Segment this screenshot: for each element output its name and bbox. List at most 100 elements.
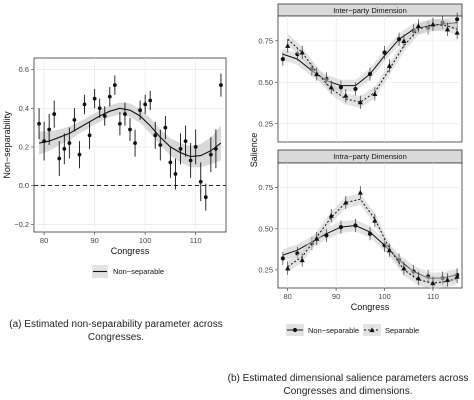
data-point-triangle <box>415 275 422 281</box>
data-point-triangle <box>299 257 305 263</box>
data-point <box>178 146 183 151</box>
y-axis-label: Salience <box>249 133 259 168</box>
data-point-triangle <box>343 199 349 205</box>
y-tick-label: 0.6 <box>19 65 29 74</box>
data-point-circle <box>455 17 460 22</box>
data-point-triangle <box>343 92 349 98</box>
data-point-triangle <box>454 29 460 35</box>
data-point-triangle <box>386 63 392 68</box>
x-tick-label: 90 <box>90 236 98 245</box>
legend-label: Non−separable <box>308 326 359 335</box>
data-point <box>168 160 173 165</box>
data-point-triangle <box>444 26 451 32</box>
data-point <box>92 96 97 101</box>
data-point <box>87 133 92 138</box>
y-tick-label: −0.2 <box>14 220 29 229</box>
series-band <box>287 18 458 108</box>
y-tick-label: 0.4 <box>19 104 29 113</box>
data-point <box>213 146 218 151</box>
data-point-triangle <box>430 280 436 286</box>
data-point <box>158 143 163 147</box>
data-point <box>117 121 122 126</box>
data-point-triangle <box>328 84 334 90</box>
y-tick-label: 0.75 <box>258 36 273 45</box>
data-point <box>82 102 87 107</box>
data-point <box>188 158 193 163</box>
data-point <box>193 145 198 149</box>
data-point-triangle <box>285 265 291 271</box>
panel-inter-party: Inter−party Dimension 0.25 0.50 0.75 <box>258 3 463 143</box>
panel-intra-party: Intra−party Dimension 0.25 0.50 0.75 80 90 100… <box>258 149 463 301</box>
data-point <box>203 195 208 200</box>
y-tick-label: 0.75 <box>258 183 273 192</box>
x-tick-label: 90 <box>332 292 340 301</box>
data-point-circle <box>338 225 344 230</box>
data-point <box>138 108 143 113</box>
data-point-triangle <box>401 38 407 43</box>
data-point <box>57 156 62 161</box>
data-point-triangle <box>430 21 436 27</box>
legend-label: Non−separable <box>113 267 164 276</box>
smooth-band <box>39 102 221 168</box>
data-point <box>112 83 117 87</box>
data-point <box>183 139 188 144</box>
x-tick-label: 110 <box>190 236 202 245</box>
data-point-triangle <box>285 43 291 48</box>
data-point <box>102 114 107 118</box>
data-point-triangle <box>386 247 392 253</box>
y-tick-label: 0.0 <box>19 181 29 190</box>
data-point-circle <box>324 233 329 238</box>
data-point-triangle <box>372 217 378 223</box>
data-point-triangle <box>372 91 378 97</box>
y-tick-label: 0.25 <box>258 119 273 128</box>
data-point-triangle <box>314 71 320 77</box>
data-point <box>208 152 213 157</box>
data-point <box>148 98 153 103</box>
data-point-triangle <box>328 213 334 218</box>
data-point <box>62 146 67 151</box>
data-point-circle <box>367 231 373 236</box>
x-axis-label: Congress <box>351 302 390 312</box>
facet-strip-label: Intra−party Dimension <box>333 152 407 161</box>
data-point <box>198 179 203 184</box>
data-point <box>72 117 77 122</box>
x-axis-label: Congress <box>111 246 150 256</box>
chart-a: −0.2 0.0 0.2 0.4 0.6 80 90 100 110 Congress Non−se… <box>2 57 227 278</box>
data-point-triangle <box>444 277 451 282</box>
data-point-circle <box>382 50 387 55</box>
data-point-triangle <box>454 273 460 279</box>
data-point <box>67 141 72 145</box>
data-point <box>153 133 158 138</box>
data-point-circle <box>338 85 344 90</box>
data-point-circle <box>353 86 358 92</box>
legend-key-triangle <box>369 327 375 333</box>
data-point-triangle <box>357 190 363 195</box>
legend-b: Non−separable Separable <box>286 324 419 336</box>
data-point <box>42 139 47 144</box>
data-point-triangle <box>415 23 422 29</box>
x-tick-label: 110 <box>427 292 439 301</box>
y-tick-label: 0.50 <box>258 78 273 87</box>
data-point <box>128 127 132 132</box>
x-tick-label: 80 <box>40 236 48 245</box>
data-point <box>107 94 112 99</box>
x-tick-label: 100 <box>378 292 391 301</box>
caption-a: (a) Estimated non-separability parameter… <box>9 319 223 343</box>
data-point-circle <box>367 71 373 77</box>
data-point-circle <box>280 256 285 261</box>
data-point <box>52 112 57 116</box>
data-point <box>143 102 148 107</box>
legend-a: Non−separable <box>92 265 164 278</box>
data-point-circle <box>396 37 402 42</box>
data-point <box>47 127 52 132</box>
data-point <box>37 121 41 126</box>
y-tick-label: 0.2 <box>19 142 29 151</box>
chart-a-panel <box>33 57 227 233</box>
y-tick-label: 0.50 <box>258 224 273 233</box>
data-point-circle <box>353 223 358 228</box>
caption-b: (b) Estimated dimensional salience param… <box>227 373 469 397</box>
x-tick-label: 100 <box>139 236 152 245</box>
data-point <box>123 112 127 116</box>
chart-b: Inter−party Dimension0.250.500.75Intra−p… <box>249 3 463 336</box>
